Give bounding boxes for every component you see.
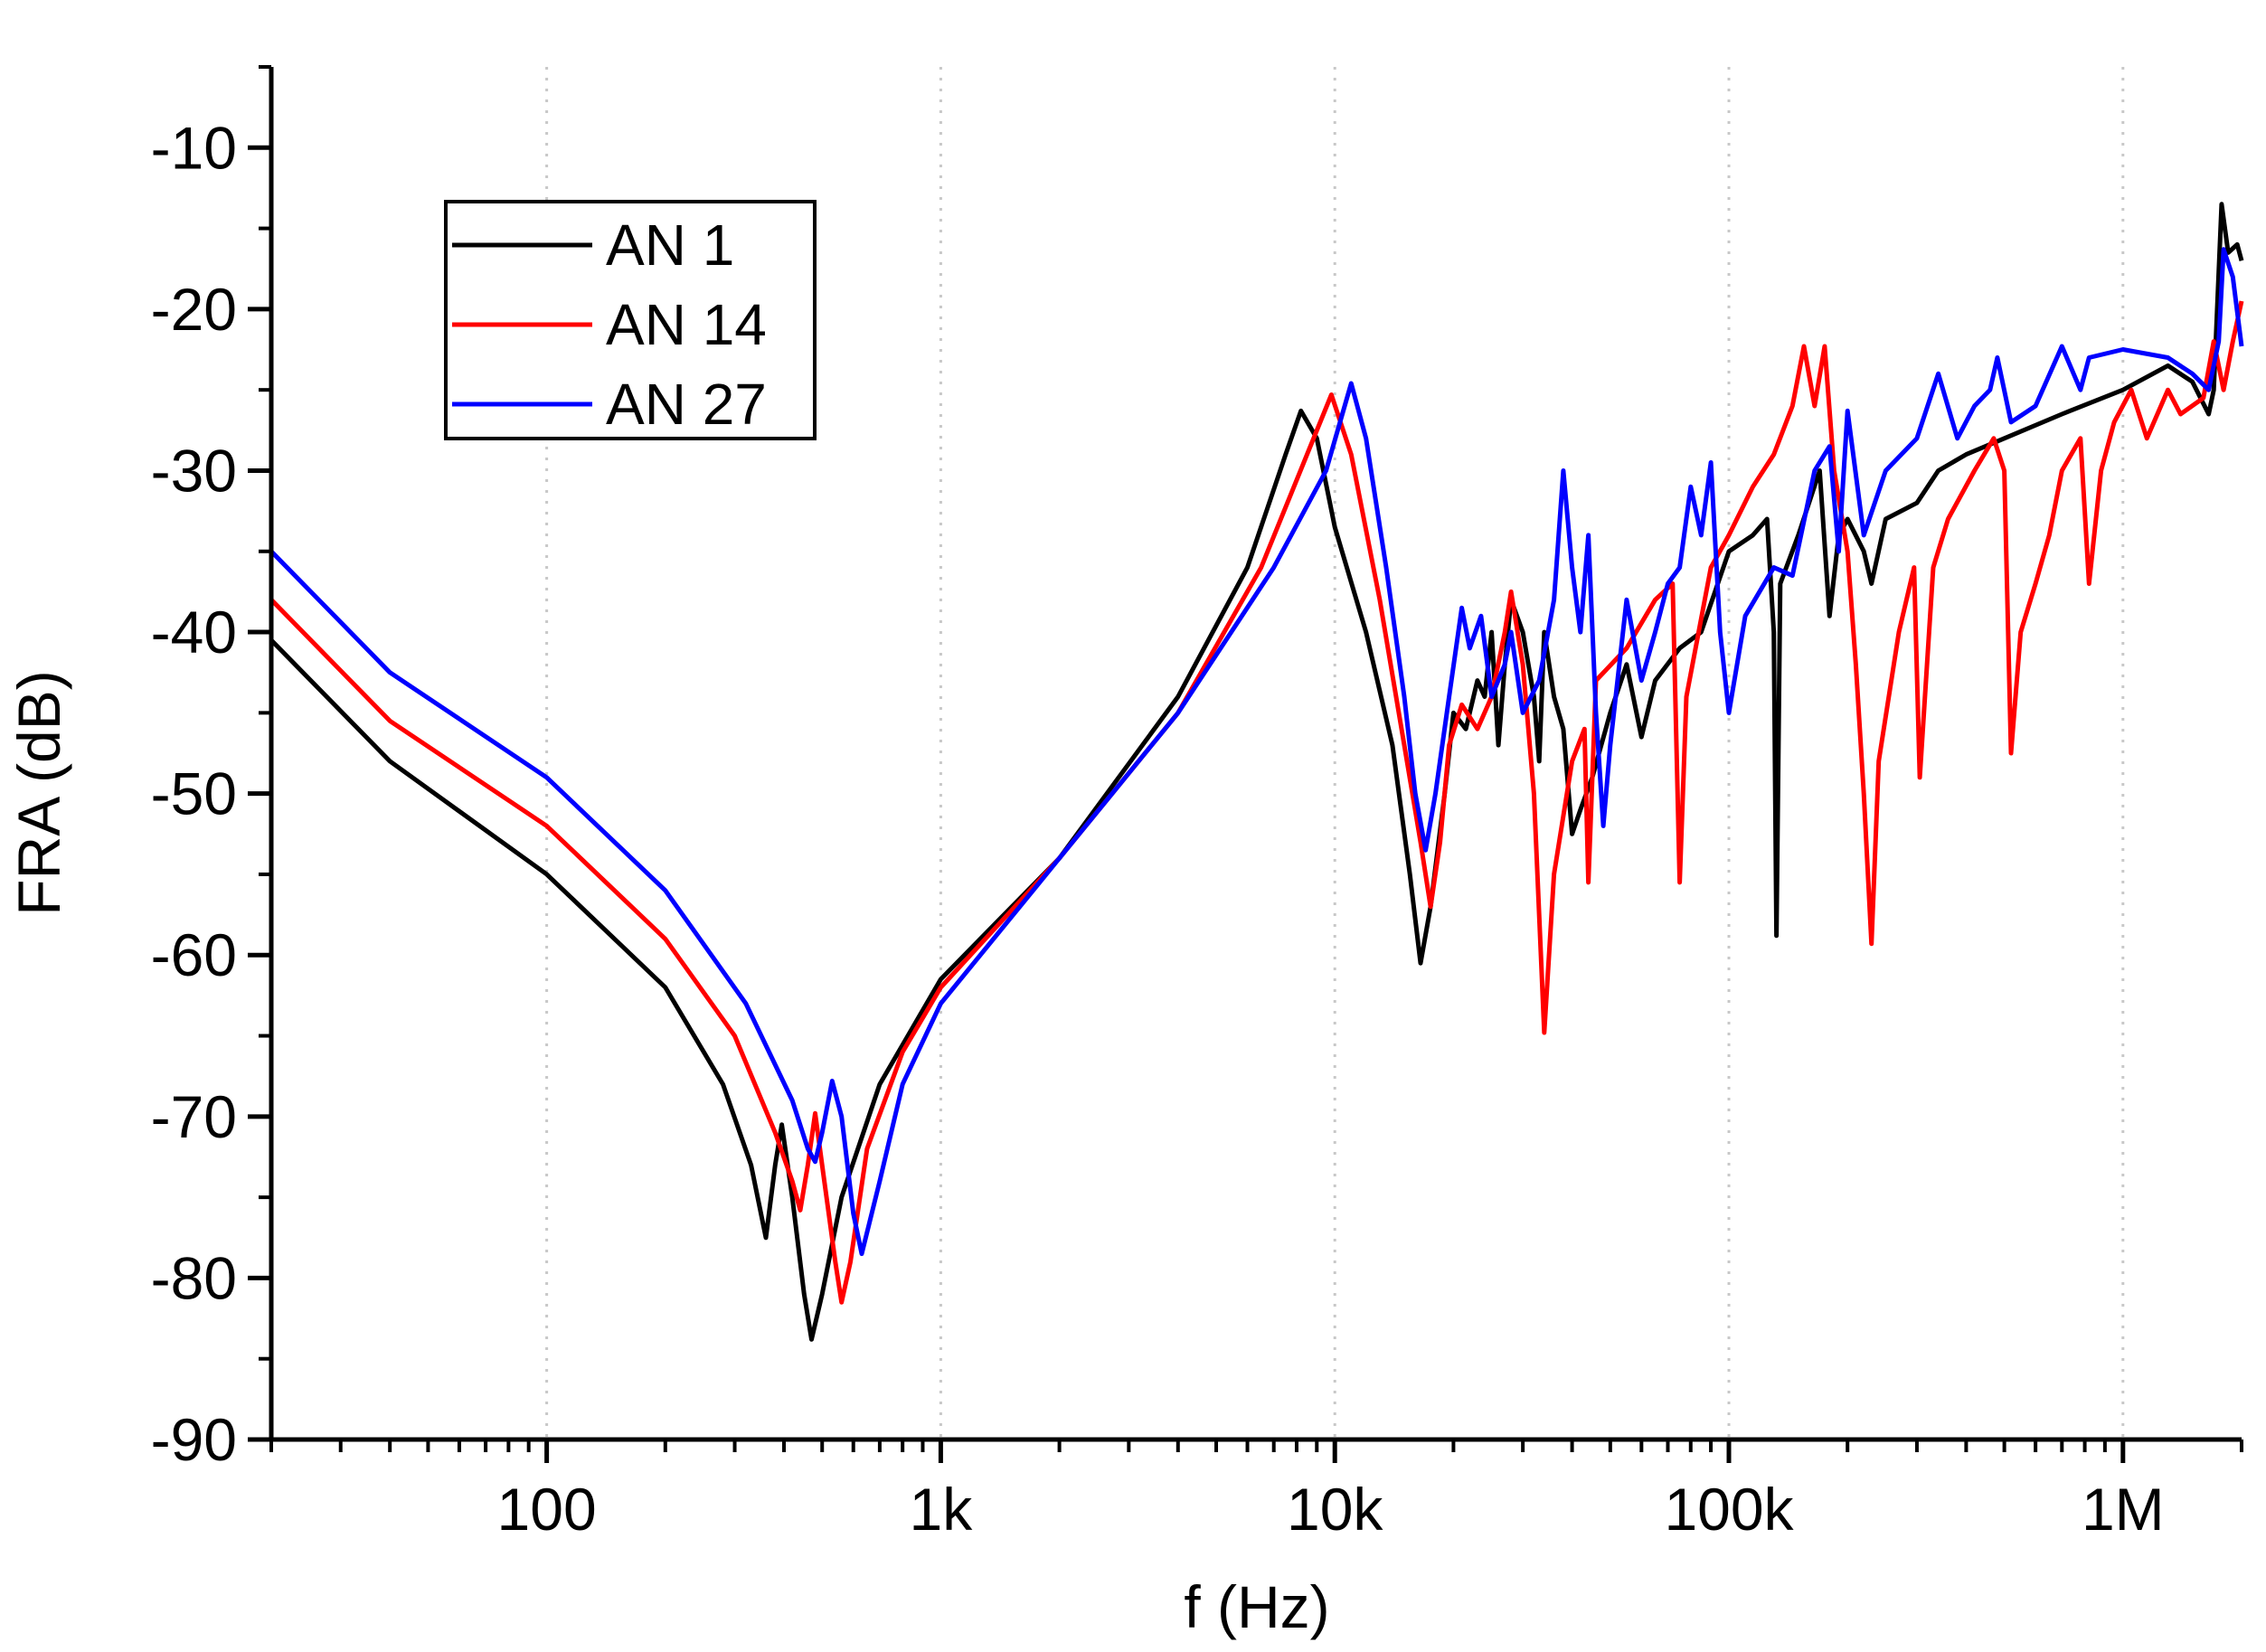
series-lines (269, 202, 2244, 1342)
ticks: 100 1k 10k 100k 1M -10 -20 -30 -40 -50 -60 -70 -80 -9… (151, 65, 2243, 1543)
y-tick-label: -40 (151, 599, 237, 666)
legend-label-an14: AN 14 (606, 292, 767, 357)
y-tick-label: -30 (151, 437, 237, 504)
y-tick-label: -70 (151, 1083, 237, 1150)
axes (269, 67, 2242, 1442)
series-line-an14 (269, 300, 2244, 1305)
series-line-an27 (269, 247, 2244, 1257)
legend-box (444, 200, 817, 440)
legend-label-an27: AN 27 (606, 372, 767, 437)
x-tick-label: 1k (910, 1476, 974, 1543)
y-tick-label: -60 (151, 921, 237, 988)
x-tick-label: 100 (497, 1476, 597, 1543)
y-tick-label: -80 (151, 1244, 237, 1311)
x-tick-label: 1M (2082, 1476, 2165, 1543)
y-tick-label: -50 (151, 760, 237, 827)
y-tick-label: -90 (151, 1406, 237, 1473)
y-tick-label: -20 (151, 276, 237, 343)
legend-label-an1: AN 1 (606, 212, 734, 278)
x-tick-label: 100k (1664, 1476, 1794, 1543)
x-axis-title: f (Hz) (1184, 1573, 1329, 1640)
legend: AN 1 AN 14 AN 27 (444, 200, 817, 440)
y-axis-title: FRA (dB) (5, 670, 72, 915)
x-tick-label: 10k (1287, 1476, 1383, 1543)
y-tick-label: -10 (151, 114, 237, 181)
